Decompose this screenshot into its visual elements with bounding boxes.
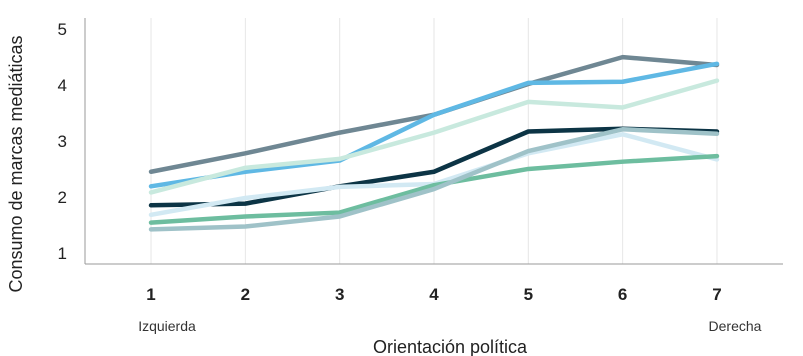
x-end-label-left: Izquierda bbox=[138, 318, 196, 334]
x-tick-label-5: 5 bbox=[524, 285, 533, 304]
y-tick-label-2: 2 bbox=[58, 188, 67, 207]
y-tick-label-3: 3 bbox=[58, 132, 67, 151]
x-tick-label-4: 4 bbox=[429, 285, 439, 304]
series-lines bbox=[148, 54, 720, 232]
series-line-6 bbox=[148, 153, 720, 225]
series-line-3 bbox=[148, 78, 720, 195]
x-tick-label-1: 1 bbox=[146, 285, 155, 304]
series-line-2 bbox=[148, 61, 720, 189]
y-tick-label-1: 1 bbox=[58, 244, 67, 263]
y-tick-label-4: 4 bbox=[58, 76, 67, 95]
x-tick-label-7: 7 bbox=[712, 285, 721, 304]
x-tick-labels: 1 2 3 4 5 6 7 bbox=[146, 285, 721, 304]
series-line-7 bbox=[148, 127, 720, 232]
x-tick-label-3: 3 bbox=[335, 285, 344, 304]
axes bbox=[84, 18, 783, 265]
y-tick-label-5: 5 bbox=[58, 20, 67, 39]
x-tick-label-2: 2 bbox=[241, 285, 250, 304]
x-end-label-right: Derecha bbox=[709, 318, 762, 334]
x-tick-label-6: 6 bbox=[618, 285, 627, 304]
y-axis-title: Consumo de marcas mediáticas bbox=[6, 35, 26, 292]
x-axis-title: Orientación política bbox=[373, 337, 528, 356]
y-tick-labels: 1 2 3 4 5 bbox=[58, 20, 67, 263]
